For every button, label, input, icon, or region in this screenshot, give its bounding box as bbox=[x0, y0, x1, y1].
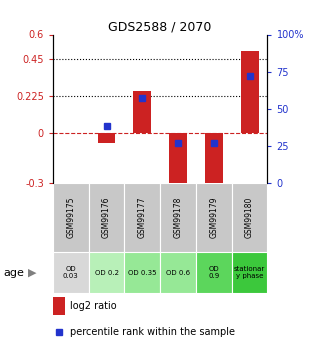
Text: OD 0.35: OD 0.35 bbox=[128, 269, 156, 276]
Bar bbox=[124, 252, 160, 293]
Bar bbox=[196, 183, 232, 252]
Text: age: age bbox=[3, 268, 24, 277]
Bar bbox=[89, 183, 124, 252]
Text: OD 0.2: OD 0.2 bbox=[95, 269, 118, 276]
Text: percentile rank within the sample: percentile rank within the sample bbox=[70, 327, 235, 337]
Text: ▶: ▶ bbox=[28, 268, 36, 277]
Bar bbox=[53, 252, 89, 293]
Bar bbox=[205, 134, 223, 196]
Text: log2 ratio: log2 ratio bbox=[70, 301, 117, 311]
Bar bbox=[241, 51, 258, 134]
Bar bbox=[89, 252, 124, 293]
Title: GDS2588 / 2070: GDS2588 / 2070 bbox=[109, 20, 212, 33]
Bar bbox=[160, 252, 196, 293]
Text: OD 0.6: OD 0.6 bbox=[166, 269, 190, 276]
Bar bbox=[232, 252, 267, 293]
Bar bbox=[124, 183, 160, 252]
Text: GSM99177: GSM99177 bbox=[138, 197, 147, 238]
Text: stationar
y phase: stationar y phase bbox=[234, 266, 265, 279]
Bar bbox=[169, 134, 187, 196]
Text: OD
0.03: OD 0.03 bbox=[63, 266, 79, 279]
Text: GSM99175: GSM99175 bbox=[66, 197, 75, 238]
Text: GSM99180: GSM99180 bbox=[245, 197, 254, 238]
Bar bbox=[196, 252, 232, 293]
Bar bbox=[232, 183, 267, 252]
Text: GSM99179: GSM99179 bbox=[209, 197, 218, 238]
Text: GSM99176: GSM99176 bbox=[102, 197, 111, 238]
Bar bbox=[160, 183, 196, 252]
Bar bbox=[53, 183, 89, 252]
Text: OD
0.9: OD 0.9 bbox=[208, 266, 220, 279]
Bar bbox=[53, 297, 65, 315]
Text: GSM99178: GSM99178 bbox=[174, 197, 183, 238]
Bar bbox=[133, 90, 151, 134]
Bar bbox=[98, 134, 115, 143]
